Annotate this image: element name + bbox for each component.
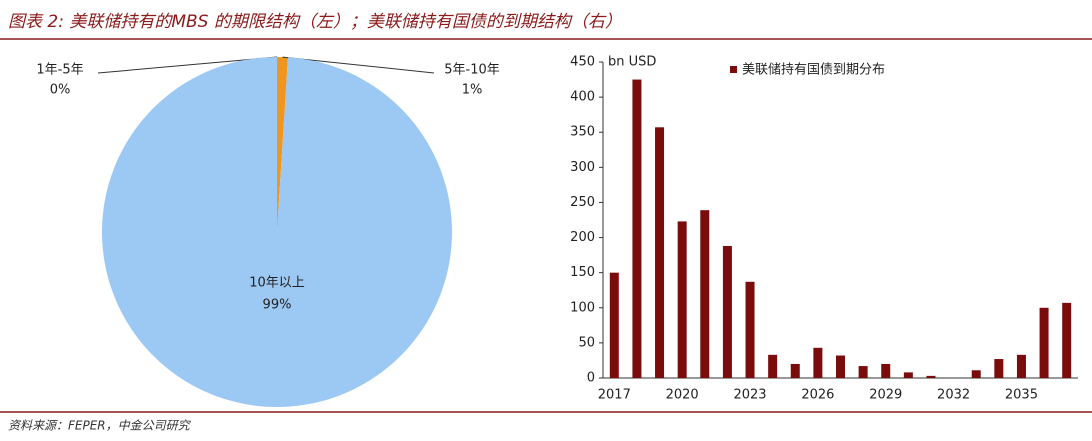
bar bbox=[903, 372, 913, 378]
y-tick-label: 0 bbox=[587, 371, 595, 386]
source: 资料来源：FEPER，中金公司研究 bbox=[8, 419, 192, 433]
y-tick-label: 450 bbox=[570, 55, 595, 70]
y-tick-label: 150 bbox=[570, 265, 595, 280]
x-tick-label: 2035 bbox=[1005, 388, 1038, 403]
y-tick-label: 100 bbox=[570, 300, 595, 315]
bar bbox=[768, 354, 778, 378]
bar bbox=[1016, 354, 1026, 378]
bar bbox=[813, 347, 823, 378]
x-tick-label: 2023 bbox=[733, 388, 766, 403]
bar bbox=[1039, 307, 1049, 378]
y-axis-label: bn USD bbox=[608, 55, 656, 70]
x-tick-label: 2026 bbox=[801, 388, 834, 403]
slice-label: 5年-10年 bbox=[444, 63, 500, 78]
bar bbox=[700, 210, 710, 378]
y-tick-label: 200 bbox=[570, 230, 595, 245]
y-tick-label: 250 bbox=[570, 195, 595, 210]
bar bbox=[745, 281, 755, 378]
bar bbox=[971, 370, 981, 378]
bar bbox=[1062, 302, 1072, 378]
x-tick-label: 2029 bbox=[869, 388, 902, 403]
slice-label: 1年-5年 bbox=[36, 63, 83, 78]
slice-value: 99% bbox=[263, 298, 292, 313]
bar bbox=[655, 127, 665, 378]
bar bbox=[858, 366, 868, 378]
y-tick-label: 400 bbox=[570, 90, 595, 105]
pie-slice bbox=[101, 57, 453, 408]
bar bbox=[632, 79, 642, 379]
y-tick-label: 300 bbox=[570, 160, 595, 175]
bar bbox=[677, 221, 687, 378]
page-title: 图表 2: 美联储持有的MBS 的期限结构（左）；美联储持有国债的到期结构（右） bbox=[8, 12, 622, 32]
bar bbox=[790, 363, 800, 378]
x-tick-label: 2017 bbox=[598, 388, 631, 403]
y-tick-label: 350 bbox=[570, 125, 595, 140]
y-tick-label: 50 bbox=[578, 335, 595, 350]
legend-label: 美联储持有国债到期分布 bbox=[742, 63, 885, 78]
bar bbox=[609, 272, 619, 378]
slice-value: 1% bbox=[462, 83, 483, 98]
x-tick-label: 2032 bbox=[937, 388, 970, 403]
legend-swatch bbox=[730, 66, 737, 73]
bar bbox=[836, 355, 845, 378]
pie-slice bbox=[277, 57, 288, 232]
bar bbox=[994, 359, 1004, 378]
x-tick-label: 2020 bbox=[666, 388, 699, 403]
bar bbox=[881, 363, 891, 378]
bar bbox=[722, 245, 732, 378]
bar bbox=[926, 375, 936, 378]
slice-value: 0% bbox=[50, 83, 71, 98]
slice-label: 10年以上 bbox=[249, 276, 305, 291]
